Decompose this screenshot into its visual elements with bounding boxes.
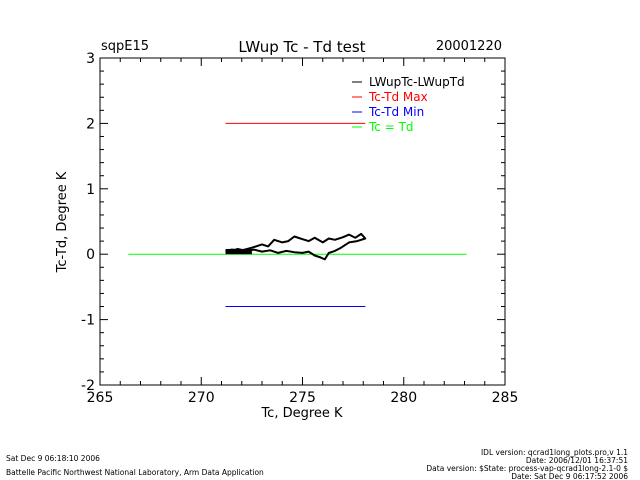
date-label: 20001220 — [436, 39, 502, 54]
site-label: sqpE15 — [101, 39, 149, 54]
y-tick-label: 0 — [86, 247, 95, 263]
y-axis-label: Tc-Td, Degree K — [55, 171, 70, 273]
x-axis-label: Tc, Degree K — [260, 406, 343, 421]
y-tick-label: -2 — [81, 378, 95, 394]
footer-institution: Battelle Pacific Northwest National Labo… — [6, 468, 264, 477]
y-tick-label: 1 — [86, 182, 95, 198]
x-tick-label: 270 — [188, 390, 215, 406]
legend-label-equal: Tc = Td — [368, 120, 414, 134]
x-tick-label: 285 — [492, 390, 519, 406]
y-tick-label: 3 — [86, 51, 95, 67]
footer-idl-date: Date: 2006/12/01 16:37:51 — [526, 456, 628, 465]
footer-data-date: Date: Sat Dec 9 06:17:52 2006 — [511, 472, 628, 480]
footer-timestamp: Sat Dec 9 06:18:10 2006 — [6, 454, 100, 463]
axis-ticks — [99, 57, 506, 386]
series-layer — [128, 122, 467, 307]
x-tick-label: 275 — [289, 390, 316, 406]
legend-label-min: Tc-Td Min — [368, 105, 424, 119]
footer-data-version: Data version: $State: process-vap-qcrad1… — [426, 464, 628, 473]
legend-label-max: Tc-Td Max — [368, 90, 428, 104]
x-tick-label: 280 — [390, 390, 417, 406]
plot-frame — [99, 57, 506, 386]
series-lwuptc-lwuptd-line — [225, 232, 367, 261]
tick-labels: 265 270 275 280 285 -2 -1 0 1 2 3 — [81, 51, 518, 406]
footer-idl-version: IDL version: qcrad1long_plots.pro,v 1.1 — [481, 448, 628, 457]
y-tick-label: -1 — [81, 313, 95, 329]
chart-title: LWup Tc - Td test — [238, 38, 365, 56]
legend-label-lwup: LWupTc-LWupTd — [369, 75, 465, 89]
series-lwuptc-lwuptd-dense-block — [225, 248, 252, 255]
y-tick-label: 2 — [86, 116, 95, 132]
x-tick-label: 265 — [87, 390, 114, 406]
legend: LWupTc-LWupTd Tc-Td Max Tc-Td Min Tc = T… — [352, 75, 465, 134]
